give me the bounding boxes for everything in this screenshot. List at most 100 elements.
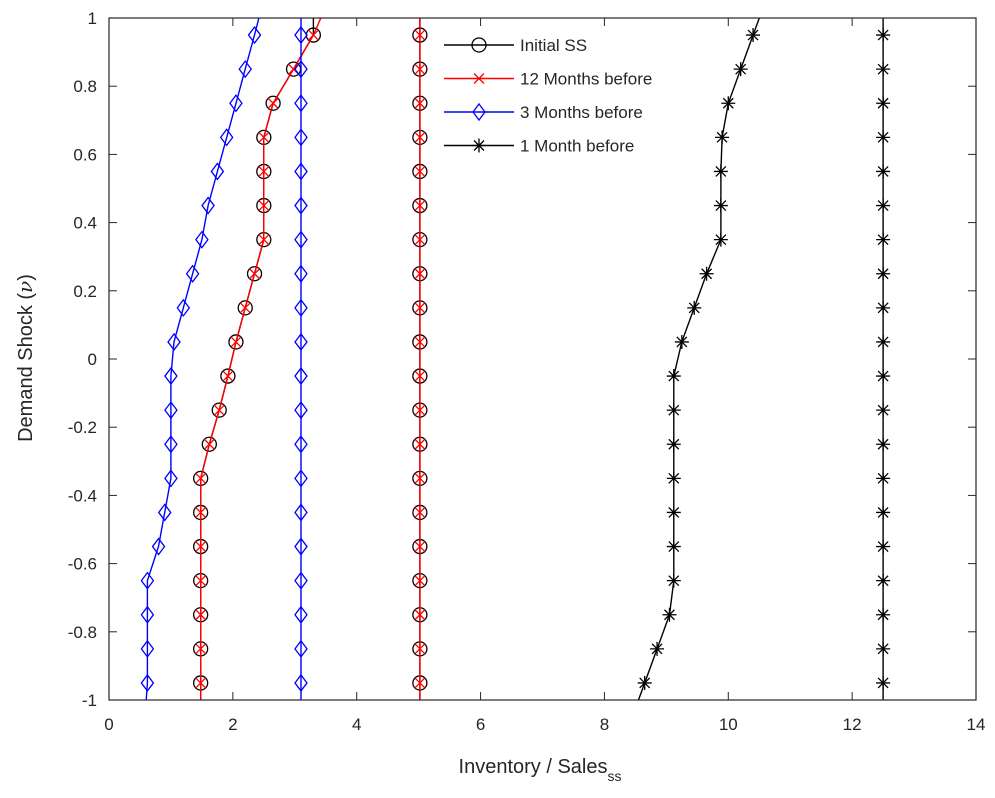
data-point	[876, 266, 891, 281]
legend-item: Initial SS	[444, 36, 587, 55]
data-point	[237, 300, 253, 316]
data-point	[715, 130, 730, 145]
data-point	[294, 298, 308, 317]
data-point	[876, 403, 891, 418]
data-point	[414, 677, 426, 689]
data-point	[294, 94, 308, 113]
data-point	[414, 165, 426, 177]
legend-item: 1 Month before	[444, 137, 634, 156]
data-point	[239, 302, 251, 314]
data-point	[247, 25, 262, 45]
legend-item: 12 Months before	[444, 70, 652, 89]
data-point	[294, 435, 308, 454]
data-point	[414, 575, 426, 587]
data-point	[203, 438, 215, 450]
data-point	[876, 675, 891, 690]
data-point	[876, 96, 891, 111]
data-point	[713, 164, 728, 179]
legend: Initial SS 12 Months before 3 Months befor…	[444, 36, 652, 156]
data-point	[876, 334, 891, 349]
legend-label: 1 Month before	[520, 137, 634, 156]
series-12-months-before	[195, 18, 426, 700]
data-point	[650, 641, 665, 656]
data-point	[414, 336, 426, 348]
data-point	[666, 539, 681, 554]
data-point	[414, 234, 426, 246]
data-point	[699, 266, 714, 281]
data-point	[713, 198, 728, 213]
data-point	[201, 196, 215, 215]
data-point	[294, 469, 308, 488]
series-1-month-before	[637, 18, 891, 700]
data-point	[228, 334, 244, 350]
data-point	[294, 264, 308, 283]
data-point	[666, 437, 681, 452]
legend-marker	[471, 37, 487, 53]
y-tick-label: 0.6	[73, 145, 97, 164]
data-point	[876, 28, 891, 43]
x-tick-label: 8	[600, 715, 609, 734]
data-point	[222, 370, 234, 382]
data-point	[267, 97, 279, 109]
data-point	[876, 232, 891, 247]
data-point	[157, 503, 172, 522]
data-point	[294, 366, 308, 386]
x-tick-label: 12	[843, 715, 862, 734]
data-point	[195, 506, 207, 518]
x-tick-label: 0	[104, 715, 113, 734]
data-point	[414, 541, 426, 553]
data-point	[195, 643, 207, 655]
data-point	[414, 302, 426, 314]
data-point	[876, 62, 891, 77]
data-point	[876, 539, 891, 554]
series-group	[140, 18, 891, 700]
data-point	[876, 300, 891, 315]
data-point	[414, 29, 426, 41]
data-point	[210, 162, 225, 181]
series-line	[637, 18, 760, 700]
data-point	[140, 639, 155, 658]
data-point	[414, 643, 426, 655]
y-tick-label: 0.2	[73, 282, 97, 301]
data-point	[414, 404, 426, 416]
data-point	[151, 537, 166, 556]
data-point	[195, 472, 207, 484]
data-point	[294, 571, 308, 590]
data-point	[721, 96, 736, 111]
data-point	[164, 366, 178, 386]
legend-marker	[472, 102, 486, 122]
x-tick-label: 6	[476, 715, 485, 734]
data-point	[230, 336, 242, 348]
y-tick-label: -1	[82, 691, 97, 710]
data-point	[307, 29, 319, 41]
legend-marker	[473, 73, 485, 84]
data-point	[294, 639, 308, 658]
data-point	[219, 128, 234, 147]
data-point	[258, 234, 270, 246]
data-point	[258, 165, 270, 177]
data-point	[229, 94, 243, 113]
x-tick-label: 10	[719, 715, 738, 734]
data-point	[195, 230, 209, 249]
data-point	[876, 437, 891, 452]
data-point	[164, 435, 178, 454]
data-point	[294, 332, 308, 352]
series-line	[199, 18, 322, 700]
y-axis-label-symbol: ν	[13, 281, 37, 293]
y-tick-label: -0.8	[68, 623, 97, 642]
data-point	[666, 369, 681, 384]
legend-marker	[472, 138, 486, 153]
data-point	[294, 128, 308, 147]
data-point	[294, 196, 308, 215]
data-point	[294, 673, 308, 693]
data-point	[666, 505, 681, 520]
data-point	[666, 403, 681, 418]
data-point	[265, 95, 281, 111]
data-point	[195, 541, 207, 553]
data-point	[666, 471, 681, 486]
data-point	[220, 368, 236, 384]
plot-background	[109, 18, 976, 700]
data-point	[185, 264, 200, 283]
series-line	[145, 18, 260, 700]
